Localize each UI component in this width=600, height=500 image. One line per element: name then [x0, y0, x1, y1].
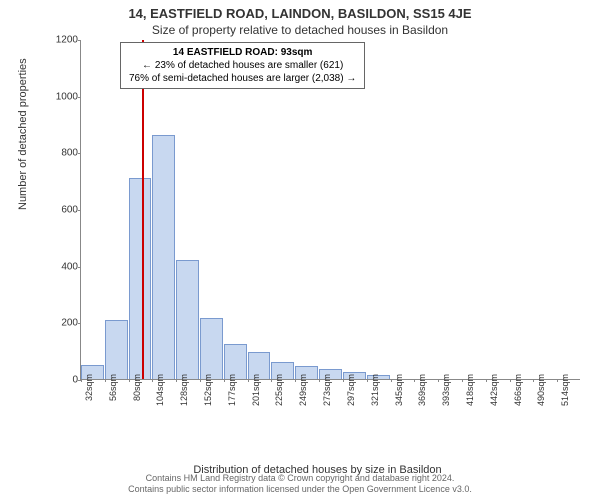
x-tick-mark [271, 379, 272, 382]
y-tick-mark [78, 323, 81, 324]
x-tick-mark [152, 379, 153, 382]
y-tick-mark [78, 210, 81, 211]
footer-line1: Contains HM Land Registry data © Crown c… [0, 473, 600, 485]
footer-line2: Contains public sector information licen… [0, 484, 600, 496]
x-tick-label: 249sqm [298, 374, 308, 406]
property-marker-line [142, 40, 144, 379]
y-tick-label: 400 [61, 261, 78, 272]
footer: Contains HM Land Registry data © Crown c… [0, 473, 600, 496]
chart-area: Number of detached properties 0200400600… [55, 40, 580, 420]
y-tick-mark [78, 153, 81, 154]
info-line-smaller: ← 23% of detached houses are smaller (62… [129, 59, 356, 72]
x-tick-label: 225sqm [274, 374, 284, 406]
x-tick-mark [391, 379, 392, 382]
x-tick-label: 56sqm [108, 374, 118, 401]
x-tick-label: 490sqm [536, 374, 546, 406]
x-tick-mark [200, 379, 201, 382]
x-tick-mark [129, 379, 130, 382]
histogram-bar [176, 260, 199, 379]
x-tick-label: 104sqm [155, 374, 165, 406]
x-tick-mark [343, 379, 344, 382]
x-tick-mark [462, 379, 463, 382]
histogram-bar [200, 318, 223, 379]
x-tick-label: 152sqm [203, 374, 213, 406]
y-axis-label: Number of detached properties [17, 58, 29, 210]
y-tick-mark [78, 267, 81, 268]
x-tick-mark [486, 379, 487, 382]
x-tick-label: 32sqm [84, 374, 94, 401]
plot-area: 02004006008001000120032sqm56sqm80sqm104s… [80, 40, 580, 380]
x-tick-mark [367, 379, 368, 382]
x-tick-label: 177sqm [227, 374, 237, 406]
histogram-bar [105, 320, 128, 380]
x-tick-mark [248, 379, 249, 382]
y-tick-label: 1200 [56, 35, 78, 46]
info-line-property: 14 EASTFIELD ROAD: 93sqm [129, 46, 356, 59]
histogram-bar [152, 135, 175, 379]
x-tick-mark [414, 379, 415, 382]
x-tick-mark [533, 379, 534, 382]
histogram-bar [129, 178, 152, 379]
x-tick-label: 442sqm [489, 374, 499, 406]
chart-title-main: 14, EASTFIELD ROAD, LAINDON, BASILDON, S… [0, 0, 600, 21]
x-tick-label: 369sqm [417, 374, 427, 406]
y-tick-label: 1000 [56, 91, 78, 102]
x-tick-label: 393sqm [441, 374, 451, 406]
y-tick-label: 600 [61, 205, 78, 216]
x-tick-label: 80sqm [132, 374, 142, 401]
x-tick-label: 297sqm [346, 374, 356, 406]
y-tick-mark [78, 40, 81, 41]
x-tick-label: 514sqm [560, 374, 570, 406]
x-tick-label: 201sqm [251, 374, 261, 406]
x-tick-mark [105, 379, 106, 382]
x-tick-label: 273sqm [322, 374, 332, 406]
x-tick-mark [295, 379, 296, 382]
x-tick-mark [557, 379, 558, 382]
y-tick-label: 800 [61, 148, 78, 159]
x-tick-label: 321sqm [370, 374, 380, 406]
y-tick-label: 200 [61, 318, 78, 329]
x-tick-mark [438, 379, 439, 382]
y-tick-mark [78, 97, 81, 98]
x-tick-label: 466sqm [513, 374, 523, 406]
info-box: 14 EASTFIELD ROAD: 93sqm ← 23% of detach… [120, 42, 365, 89]
x-tick-mark [319, 379, 320, 382]
x-tick-mark [510, 379, 511, 382]
x-tick-label: 128sqm [179, 374, 189, 406]
x-tick-label: 345sqm [394, 374, 404, 406]
x-tick-mark [176, 379, 177, 382]
x-tick-mark [81, 379, 82, 382]
x-tick-label: 418sqm [465, 374, 475, 406]
info-line-larger: 76% of semi-detached houses are larger (… [129, 72, 356, 85]
x-tick-mark [224, 379, 225, 382]
chart-title-sub: Size of property relative to detached ho… [0, 21, 600, 37]
